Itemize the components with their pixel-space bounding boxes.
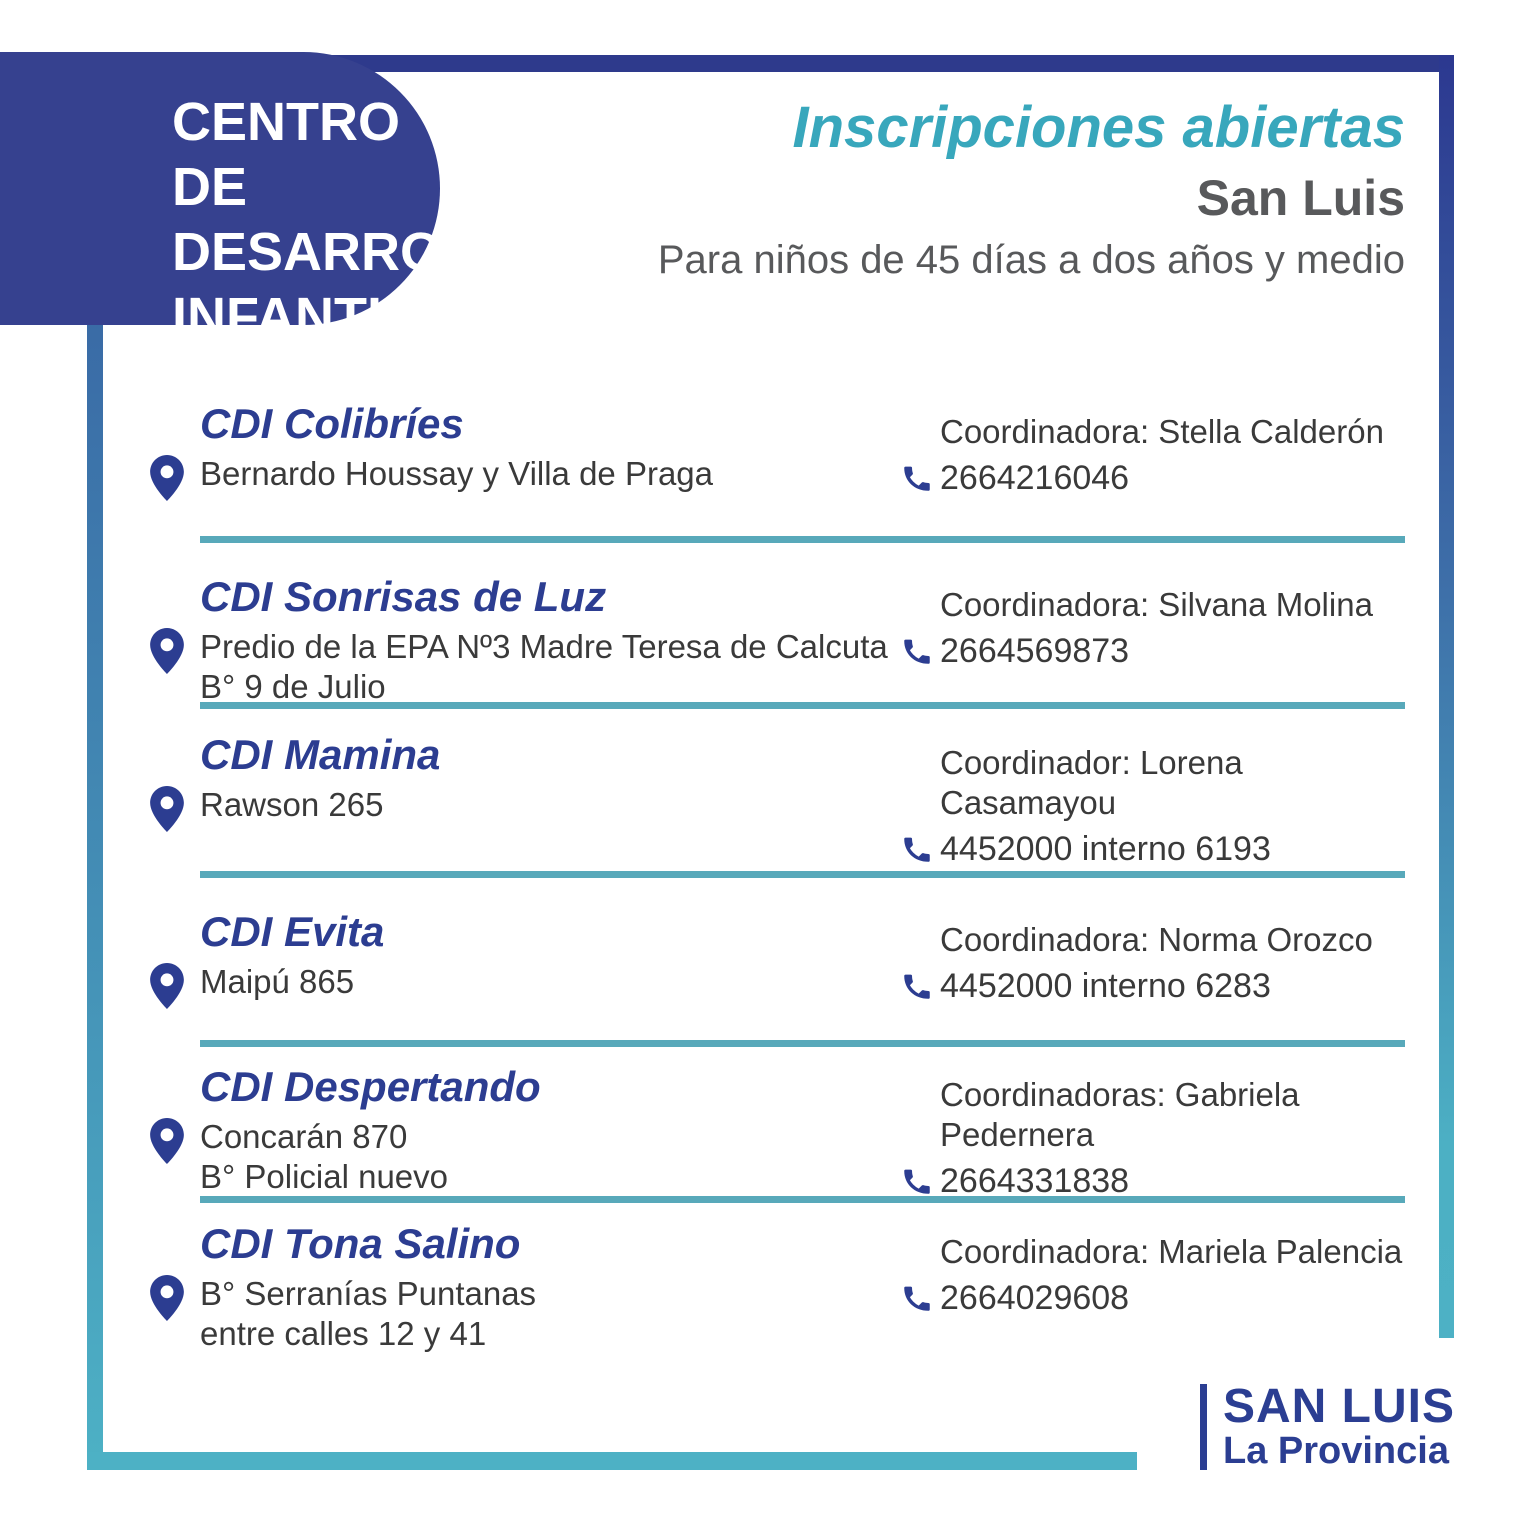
org-title-box: CENTRO DE DESARROLLO INFANTIL [0, 52, 550, 347]
address-line: Concarán 870 [200, 1118, 408, 1155]
address-line: Predio de la EPA Nº3 Madre Teresa de Cal… [200, 628, 888, 665]
address-line: entre calles 12 y 41 [200, 1315, 487, 1352]
divider [200, 1040, 1405, 1047]
address-line: B° Serranías Puntanas [200, 1275, 537, 1312]
frame-left-border [87, 322, 103, 1470]
location-pin-icon [148, 1275, 186, 1321]
subtitle: Para niños de 45 días a dos años y medio [657, 237, 1405, 282]
center-item-despertando: CDI Despertando Concarán 870 B° Policial… [148, 1063, 1405, 1203]
location-pin-icon [148, 1118, 186, 1164]
address-line: Rawson 265 [200, 786, 384, 823]
coordinator-label: Coordinadora: Norma Orozco [940, 921, 1373, 958]
address-line: B° Policial nuevo [200, 1158, 448, 1195]
divider [200, 536, 1405, 543]
coordinator-label: Coordinadora: Stella Calderón [940, 413, 1384, 450]
center-name: CDI Sonrisas de Luz [200, 573, 607, 620]
frame-bottom-border [87, 1452, 1137, 1470]
address-line: B° 9 de Julio [200, 668, 386, 705]
location-pin-icon [148, 786, 186, 832]
phone-number: 2664029608 [940, 1279, 1130, 1317]
coordinator-label: Coordinadora: Silvana Molina [940, 586, 1373, 623]
phone-number: 2664216046 [940, 459, 1130, 497]
org-title-line-3: INFANTIL [172, 287, 415, 347]
logo-title: SAN LUIS [1222, 1380, 1455, 1433]
header-block: Inscripciones abiertas San Luis Para niñ… [657, 95, 1405, 282]
phone-icon [900, 634, 934, 668]
address-line: Maipú 865 [200, 963, 355, 1000]
phone-icon [900, 1281, 934, 1315]
center-name: CDI Colibríes [200, 400, 464, 447]
center-item-tona-salino: CDI Tona Salino B° Serranías Puntanas en… [148, 1220, 1405, 1354]
phone-icon [900, 969, 934, 1003]
location-pin-icon [148, 628, 186, 674]
phone-number: 4452000 interno 6193 [940, 830, 1271, 868]
center-name: CDI Evita [200, 908, 385, 955]
phone-icon [900, 461, 934, 495]
divider [200, 871, 1405, 878]
phone-icon [900, 832, 934, 866]
headline: Inscripciones abiertas [792, 95, 1405, 160]
city-label: San Luis [1196, 169, 1405, 226]
center-item-sonrisas: CDI Sonrisas de Luz Predio de la EPA Nº3… [148, 573, 1405, 707]
frame-right-border [1439, 55, 1454, 1338]
logo-text: SAN LUIS La Provincia [1222, 1380, 1455, 1472]
san-luis-logo: SAN LUIS La Provincia [1199, 1380, 1455, 1472]
center-item-mamina: CDI Mamina Rawson 265 Coordinador: Loren… [148, 731, 1405, 871]
divider [200, 1196, 1405, 1203]
center-name: CDI Despertando [200, 1063, 541, 1110]
coordinator-label: Coordinadoras: Gabriela Pedernera [940, 1076, 1300, 1153]
address-line: Bernardo Houssay y Villa de Praga [200, 455, 714, 492]
phone-number: 4452000 interno 6283 [940, 967, 1271, 1005]
center-item-evita: CDI Evita Maipú 865 Coordinadora: Norma … [148, 908, 1405, 1009]
center-name: CDI Tona Salino [200, 1220, 521, 1267]
logo-divider-bar [1199, 1384, 1207, 1470]
center-item-colibries: CDI Colibríes Bernardo Houssay y Villa d… [148, 400, 1405, 501]
coordinator-label: Coordinador: Lorena Casamayou [940, 744, 1243, 821]
location-pin-icon [148, 963, 186, 1009]
divider [200, 702, 1405, 709]
phone-number: 2664331838 [940, 1162, 1130, 1200]
logo-subtitle: La Provincia [1222, 1430, 1449, 1472]
centers-list: CDI Colibríes Bernardo Houssay y Villa d… [148, 0, 1405, 1536]
center-name: CDI Mamina [200, 731, 441, 778]
coordinator-label: Coordinadora: Mariela Palencia [940, 1233, 1403, 1270]
phone-number: 2664569873 [940, 632, 1130, 670]
frame-top-border [300, 55, 1454, 72]
org-title-line-1: CENTRO DE [172, 92, 400, 217]
phone-icon [900, 1164, 934, 1198]
location-pin-icon [148, 455, 186, 501]
